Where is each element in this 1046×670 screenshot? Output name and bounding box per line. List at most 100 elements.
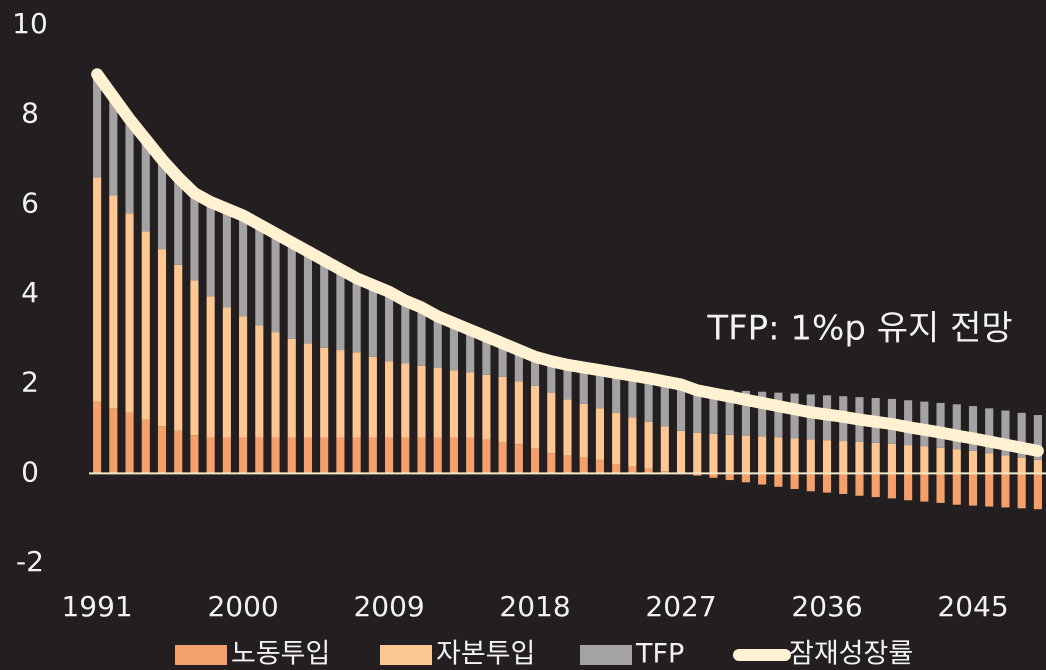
bar	[271, 332, 280, 438]
bar	[222, 437, 231, 474]
bar	[190, 193, 199, 281]
bar	[968, 406, 978, 451]
bar	[839, 441, 848, 474]
bar	[385, 437, 394, 474]
bar	[336, 269, 345, 351]
bar	[547, 453, 556, 474]
bar	[563, 399, 572, 456]
bar	[222, 208, 231, 308]
bar	[239, 437, 248, 474]
bar	[806, 473, 815, 492]
bar	[774, 437, 783, 474]
x-tick-label: 2000	[207, 590, 278, 623]
y-tick-label: -2	[16, 545, 44, 578]
bar	[1017, 473, 1026, 509]
x-tick-label: 2027	[645, 590, 716, 623]
bar	[239, 316, 248, 438]
bar	[482, 439, 491, 474]
bar	[822, 440, 832, 474]
y-tick-label: 4	[21, 276, 39, 309]
bar	[336, 437, 345, 474]
bar	[109, 408, 118, 474]
legend-label: 자본투입	[436, 639, 535, 670]
x-tick-label: 2036	[791, 590, 862, 623]
bar	[676, 430, 686, 474]
bar	[952, 449, 961, 474]
bar	[758, 436, 767, 474]
bar	[612, 372, 621, 413]
y-tick-label: 10	[12, 7, 48, 40]
bar	[904, 445, 913, 474]
legend-label: TFP	[635, 639, 684, 670]
bar	[482, 374, 491, 440]
x-tick-label: 2009	[353, 590, 424, 623]
bar	[320, 437, 329, 474]
bar	[368, 356, 377, 438]
bar	[255, 224, 264, 326]
bar	[660, 381, 669, 427]
bar	[547, 392, 556, 454]
bar	[563, 455, 572, 474]
bar	[758, 391, 767, 437]
bar	[417, 307, 426, 366]
bar	[449, 323, 459, 371]
bar	[758, 473, 767, 485]
bar	[741, 435, 750, 474]
bar	[401, 437, 410, 474]
bar	[401, 363, 410, 438]
legend-label: 잠재성장률	[789, 639, 913, 670]
y-tick-label: 6	[21, 186, 39, 219]
bar	[93, 74, 102, 178]
legend-swatch	[580, 645, 632, 665]
bar	[644, 468, 653, 474]
bar	[466, 372, 475, 438]
bar	[433, 367, 442, 438]
bar	[466, 329, 475, 373]
bar	[1001, 410, 1010, 456]
bar	[255, 325, 264, 438]
bar	[157, 426, 167, 474]
bar	[628, 417, 637, 467]
bar	[741, 390, 750, 436]
bar	[871, 473, 880, 498]
bar	[109, 96, 118, 196]
bar	[693, 388, 702, 433]
bar	[222, 307, 231, 438]
bar	[790, 438, 799, 474]
bar	[920, 473, 929, 502]
bar	[271, 437, 280, 474]
bar	[887, 443, 896, 474]
bar	[790, 393, 799, 439]
bar	[417, 365, 426, 438]
bar	[141, 139, 150, 232]
x-tick-label: 2018	[499, 590, 570, 623]
bar	[806, 439, 815, 474]
bar	[952, 404, 961, 450]
bar	[93, 401, 102, 474]
bar	[320, 347, 329, 438]
bar	[887, 473, 896, 499]
bar	[709, 433, 718, 474]
bar	[206, 296, 215, 438]
bar	[352, 437, 361, 474]
bar	[482, 336, 491, 375]
bar	[174, 430, 183, 474]
y-tick-label: 2	[21, 366, 39, 399]
bar	[157, 159, 167, 250]
y-tick-label: 0	[21, 455, 39, 488]
bar	[303, 343, 313, 438]
bar	[579, 403, 588, 458]
bar	[239, 215, 248, 317]
bar	[303, 437, 313, 474]
bar	[466, 437, 475, 474]
bar	[725, 473, 734, 481]
bar	[368, 285, 377, 357]
bar	[157, 249, 167, 427]
bar	[936, 473, 945, 503]
bar	[855, 441, 864, 474]
bar	[174, 177, 183, 265]
legend-swatch	[380, 645, 432, 665]
bar	[352, 352, 361, 438]
